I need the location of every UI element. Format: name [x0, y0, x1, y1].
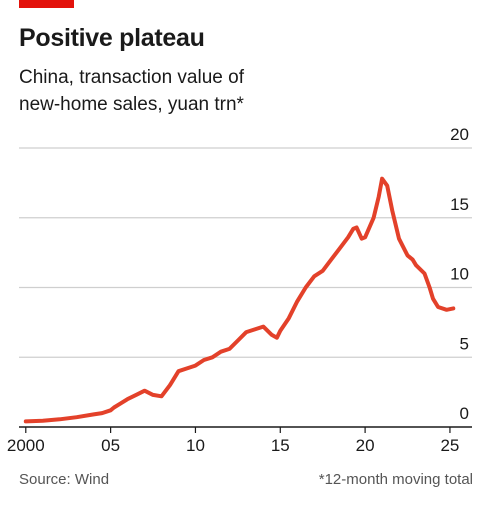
- series-line: [23, 176, 456, 424]
- chart-subtitle: China, transaction value of new-home sal…: [19, 64, 459, 118]
- x-tick-label-2000: 2000: [7, 436, 45, 455]
- x-tick-label-2010: 10: [186, 436, 205, 455]
- source-note: Source: Wind: [19, 471, 110, 488]
- footnote: *12-month moving total: [318, 471, 473, 488]
- y-tick-label-20: 20: [450, 125, 469, 144]
- x-tick-label-2005: 05: [101, 436, 120, 455]
- chart-title: Positive plateau: [19, 24, 205, 52]
- subtitle-line-1: China, transaction value of: [19, 67, 244, 88]
- x-tick-label-2020: 20: [356, 436, 375, 455]
- x-tick-label-2025: 25: [440, 436, 459, 455]
- y-tick-label-0: 0: [460, 404, 469, 423]
- y-tick-label-15: 15: [450, 195, 469, 214]
- y-tick-label-10: 10: [450, 265, 469, 284]
- x-tick-label-2015: 15: [271, 436, 290, 455]
- subtitle-line-2: new-home sales, yuan trn*: [19, 94, 244, 115]
- accent-bar: [19, 0, 74, 8]
- y-tick-label-5: 5: [460, 334, 469, 353]
